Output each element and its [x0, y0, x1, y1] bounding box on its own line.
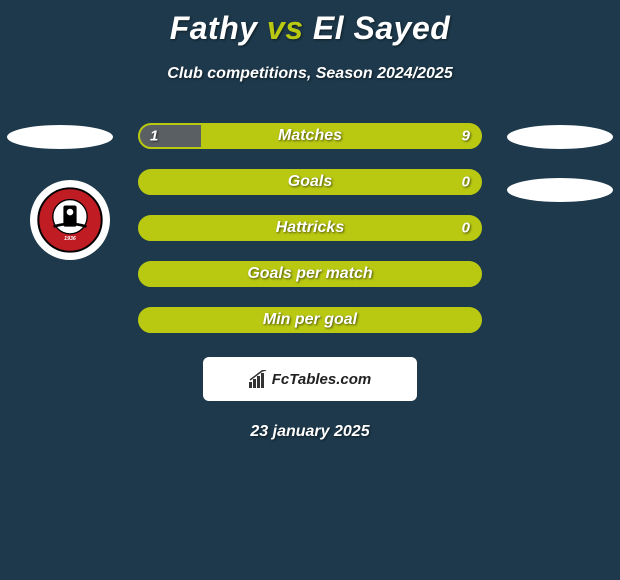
stat-label: Matches [140, 127, 480, 145]
stat-value-left: 1 [150, 128, 158, 145]
vs-text: vs [267, 10, 304, 46]
stat-label: Hattricks [140, 219, 480, 237]
stat-bar: Goals0 [138, 169, 482, 195]
stat-label: Goals [140, 173, 480, 191]
stat-label: Min per goal [140, 311, 480, 329]
stat-label: Goals per match [140, 265, 480, 283]
watermark-text: FcTables.com [272, 371, 371, 388]
stat-bar: Goals per match [138, 261, 482, 287]
stat-bar: Min per goal [138, 307, 482, 333]
date-text: 23 january 2025 [0, 423, 620, 441]
player2-name: El Sayed [313, 10, 450, 46]
stat-bar: Hattricks0 [138, 215, 482, 241]
watermark[interactable]: FcTables.com [203, 357, 417, 401]
player1-name: Fathy [170, 10, 258, 46]
chart-icon [249, 370, 269, 388]
page-title: Fathy vs El Sayed [0, 0, 620, 47]
subtitle: Club competitions, Season 2024/2025 [0, 65, 620, 83]
stats-section: Matches19Goals0Hattricks0Goals per match… [0, 123, 620, 441]
stat-value-right: 9 [462, 128, 470, 145]
stat-bars-container: Matches19Goals0Hattricks0Goals per match… [138, 123, 482, 333]
stat-value-right: 0 [462, 174, 470, 191]
stat-bar: Matches1 9 [138, 123, 482, 149]
stat-value-right: 0 [462, 220, 470, 237]
